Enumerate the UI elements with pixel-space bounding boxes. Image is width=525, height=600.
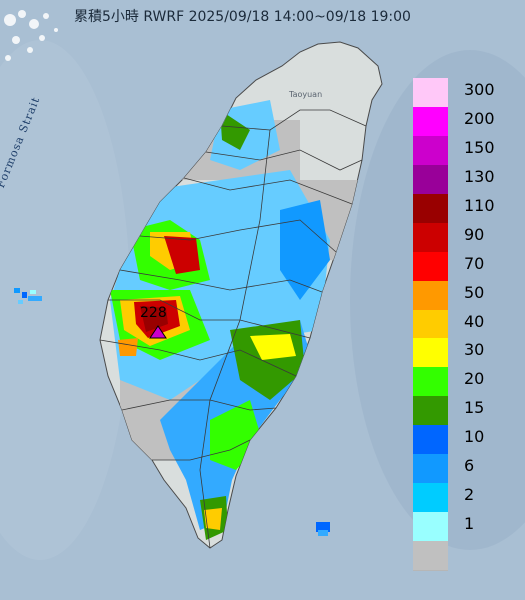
cloud-patches (4, 10, 58, 61)
map-title: 累積5小時 RWRF 2025/09/18 14:00~09/18 19:00 (74, 9, 411, 25)
city-label: Taoyuan (289, 90, 323, 99)
legend-swatch (413, 280, 448, 311)
legend-label: 150 (464, 137, 495, 157)
county-boundaries (99, 109, 367, 549)
legend-swatch (413, 164, 448, 195)
legend-swatch (413, 541, 448, 571)
max-rainfall-value: 228 (140, 305, 167, 321)
legend-swatch (413, 251, 448, 282)
legend-swatch (413, 396, 448, 427)
legend-label: 1 (464, 514, 475, 534)
penghu-islands (14, 288, 42, 304)
legend-label: 200 (464, 108, 495, 128)
legend-label: 6 (464, 456, 475, 476)
legend-label: 40 (464, 311, 485, 331)
legend-swatch (413, 193, 448, 224)
rainfall-overlay (110, 100, 360, 540)
legend-label: 30 (464, 340, 485, 360)
legend-swatch (413, 309, 448, 340)
legend-swatch (413, 338, 448, 369)
lanyu-island (316, 522, 330, 536)
legend-label: 20 (464, 369, 485, 389)
legend-swatch (413, 135, 448, 166)
legend-label: 130 (464, 166, 495, 186)
legend-label: 50 (464, 282, 485, 302)
max-rainfall-marker (149, 325, 167, 339)
legend-swatch (413, 454, 448, 485)
legend-swatch (413, 483, 448, 514)
legend-swatch (413, 78, 448, 108)
legend-label: 15 (464, 398, 485, 418)
rainfall-legend: 300 200 150 130 110 90 70 50 40 30 20 15 10 6 2 1 (413, 78, 521, 571)
legend-label: 90 (464, 224, 485, 244)
legend-label: 300 (464, 80, 495, 99)
legend-swatch (413, 106, 448, 137)
legend-swatch (413, 367, 448, 398)
legend-swatch (413, 512, 448, 543)
legend-label: 2 (464, 485, 475, 505)
legend-label: 10 (464, 427, 485, 447)
legend-label: 70 (464, 253, 485, 273)
legend-label: 110 (464, 195, 495, 215)
legend-swatch (413, 222, 448, 253)
legend-swatch (413, 425, 448, 456)
